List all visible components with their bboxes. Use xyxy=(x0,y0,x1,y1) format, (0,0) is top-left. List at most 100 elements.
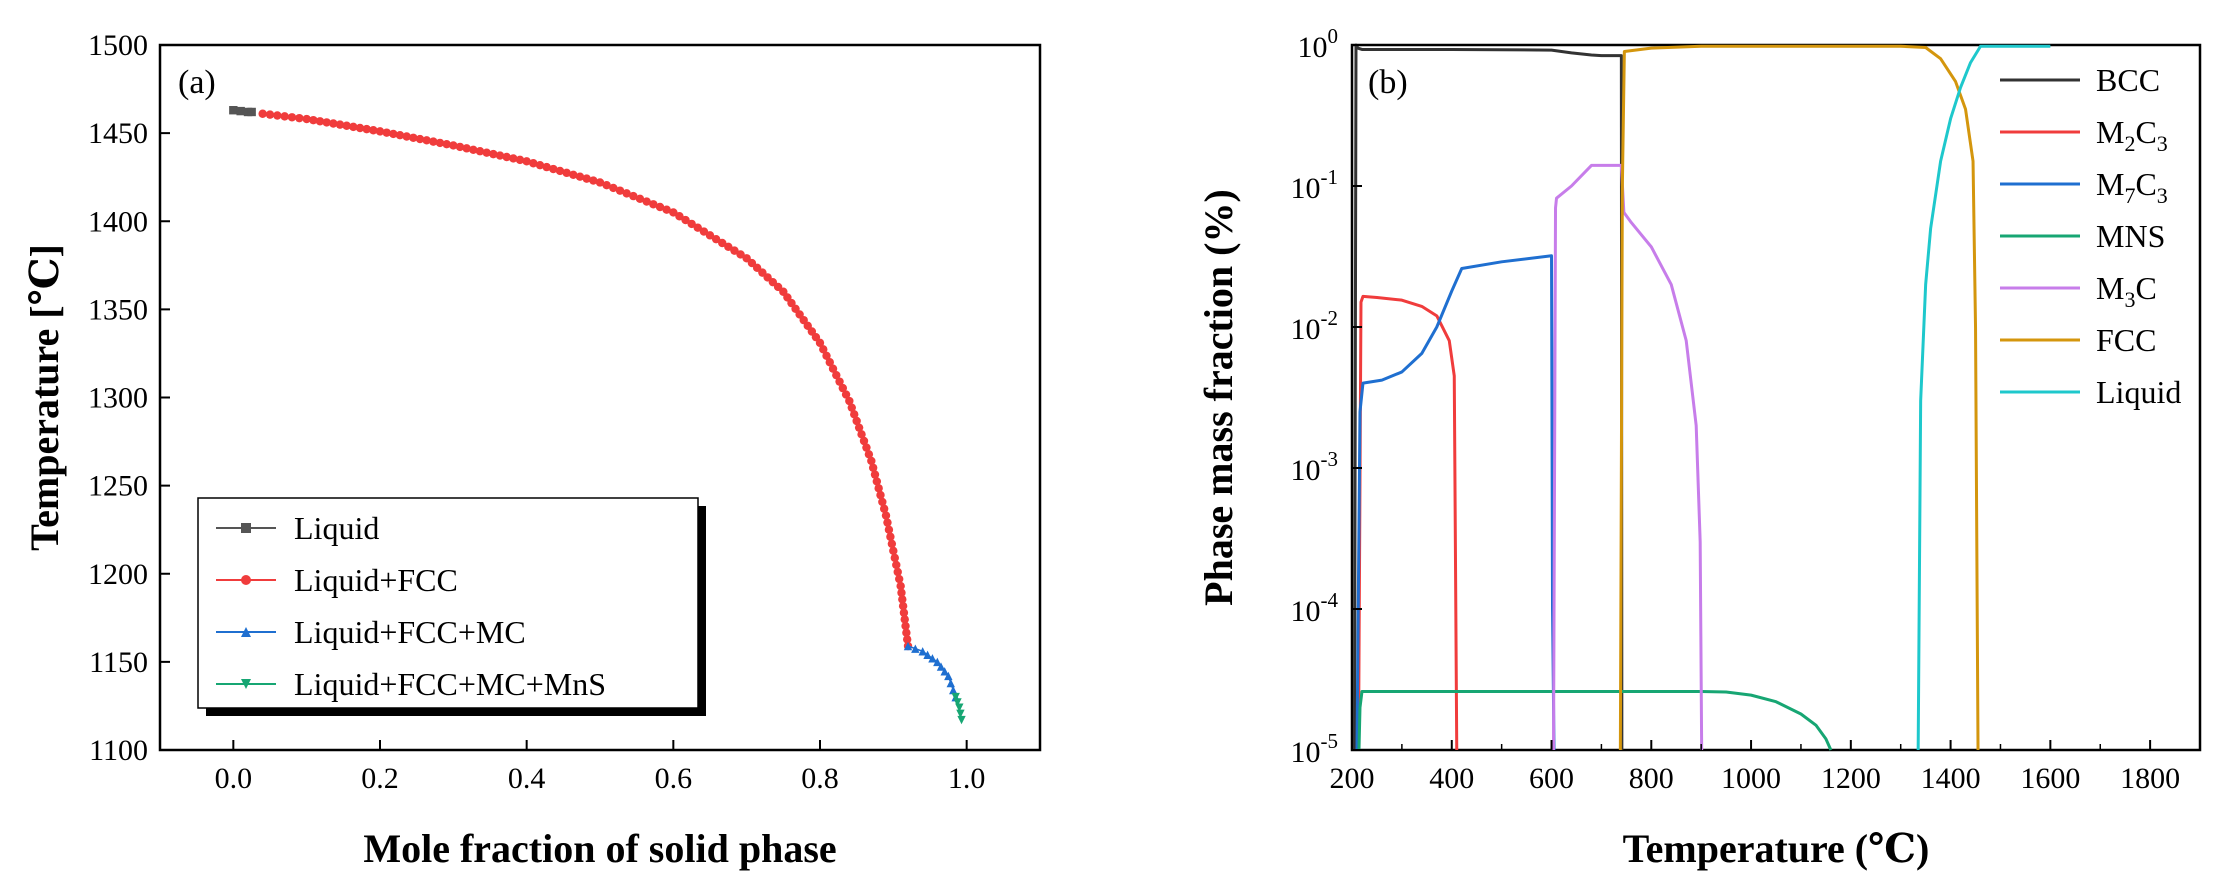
legend-main: FCC xyxy=(2096,322,2156,358)
y-tick-label-a: 1450 xyxy=(88,117,148,150)
legend-sub: 7 xyxy=(2124,183,2135,208)
y-tick-label-a: 1150 xyxy=(89,646,148,679)
legend-label-a: Liquid+FCC+MC+MnS xyxy=(294,666,606,702)
y-tick-base: 10 xyxy=(1291,313,1321,346)
x-tick-label-a: 0.6 xyxy=(655,762,693,795)
y-tick-label-a: 1300 xyxy=(88,382,148,415)
y-tick-label-a: 1100 xyxy=(89,734,148,767)
x-axis-title-a: Mole fraction of solid phase xyxy=(363,826,836,871)
x-tick-label-b: 200 xyxy=(1330,762,1375,795)
y-tick-label-b: 100 xyxy=(1298,24,1339,64)
series-line xyxy=(233,109,252,113)
y-tick-exp: -3 xyxy=(1321,447,1339,471)
legend-label-a: Liquid+FCC+MC xyxy=(294,614,526,650)
data-point xyxy=(241,679,251,689)
legend-box-a xyxy=(197,497,699,709)
y-tick-label-a: 1250 xyxy=(88,470,148,503)
y-tick-label-a: 1500 xyxy=(88,29,148,62)
panel-a: (a) 0.0 0.2 0.4 0.6 0.8 1.0 1100 1150 1200 1250 130… xyxy=(22,29,1042,871)
panel-label-a: (a) xyxy=(178,64,216,101)
x-tick-label-b: 1800 xyxy=(2120,762,2180,795)
legend-label-b: BCC xyxy=(2096,62,2160,98)
x-tick-label-b: 400 xyxy=(1429,762,1474,795)
y-tick-exp: -1 xyxy=(1321,165,1339,189)
y-tick-exp: -2 xyxy=(1321,306,1339,330)
legend-main: M xyxy=(2096,166,2124,202)
panel-label-b: (b) xyxy=(1368,64,1408,101)
x-tick-label-b: 600 xyxy=(1529,762,1574,795)
y-tick-base: 10 xyxy=(1291,595,1321,628)
series-b-bcc xyxy=(1352,43,1624,751)
series-b-m2c3 xyxy=(1356,294,1459,751)
series-a-liquid-fcc-mc xyxy=(903,641,960,702)
x-tick-label-b: 1200 xyxy=(1821,762,1881,795)
legend-main: MNS xyxy=(2096,218,2165,254)
legend-main: BCC xyxy=(2096,62,2160,98)
x-tick-label-b: 800 xyxy=(1629,762,1674,795)
y-tick-label-b: 10-2 xyxy=(1291,306,1339,346)
data-point xyxy=(241,523,251,533)
legend-after: C xyxy=(2135,114,2156,150)
series-b-fcc xyxy=(1618,44,1980,751)
legend-main: Liquid xyxy=(2096,374,2181,410)
legend-label-a: Liquid+FCC xyxy=(294,562,458,598)
x-tick-label-a: 0.2 xyxy=(361,762,399,795)
x-tick-label-b: 1000 xyxy=(1721,762,1781,795)
data-point xyxy=(258,109,267,118)
series-a-liquid-fcc-mc-mns xyxy=(951,692,966,725)
data-point xyxy=(241,627,251,637)
x-tick-label-b: 1400 xyxy=(1921,762,1981,795)
series-a-liquid-fcc xyxy=(258,109,913,651)
legend-sub: 2 xyxy=(2124,131,2135,156)
y-tick-exp: 0 xyxy=(1328,24,1339,48)
x-tick-label-a: 0.4 xyxy=(508,762,546,795)
x-tick-label-a: 0.8 xyxy=(801,762,839,795)
data-point xyxy=(241,575,251,585)
y-tick-base: 10 xyxy=(1291,736,1321,769)
y-tick-label-b: 10-1 xyxy=(1291,165,1339,205)
plot-frame-b xyxy=(1350,43,2202,752)
legend-main: M xyxy=(2096,270,2124,306)
series-b-m7c3 xyxy=(1355,254,1556,751)
y-tick-label-a: 1350 xyxy=(88,293,148,326)
y-tick-label-b: 10-3 xyxy=(1291,447,1339,487)
series-line xyxy=(262,112,909,647)
series-b-mns xyxy=(1357,689,1833,751)
y-axis-title-b: Phase mass fraction (%) xyxy=(1196,189,1241,606)
y-tick-label-a: 1200 xyxy=(88,558,148,591)
y-tick-label-b: 10-5 xyxy=(1291,729,1339,769)
legend-main: M xyxy=(2096,114,2124,150)
x-tick-label-a: 1.0 xyxy=(948,762,986,795)
legend-after: C xyxy=(2135,270,2156,306)
series-a-liquid xyxy=(229,106,256,117)
y-tick-label-a: 1400 xyxy=(88,205,148,238)
x-axis-title-b: Temperature (℃) xyxy=(1623,826,1930,871)
series-b-m3c xyxy=(1552,163,1704,751)
x-tick-label-a: 0.0 xyxy=(215,762,253,795)
legend-label-b: M3C xyxy=(2096,270,2157,312)
legend-sub2: 3 xyxy=(2157,131,2168,156)
y-tick-base: 10 xyxy=(1291,454,1321,487)
data-point xyxy=(229,106,238,115)
y-tick-base: 10 xyxy=(1291,172,1321,205)
legend-label-b: FCC xyxy=(2096,322,2156,358)
data-point xyxy=(951,692,960,702)
legend-label-b: M2C3 xyxy=(2096,114,2168,156)
legend-sub2: 3 xyxy=(2157,183,2168,208)
y-tick-exp: -4 xyxy=(1321,588,1339,612)
legend-label-a: Liquid xyxy=(294,510,379,546)
legend-sub: 3 xyxy=(2124,287,2135,312)
legend-label-b: M7C3 xyxy=(2096,166,2168,208)
legend-label-b: Liquid xyxy=(2096,374,2181,410)
y-tick-exp: -5 xyxy=(1321,729,1339,753)
y-tick-base: 10 xyxy=(1298,31,1328,64)
panel-b: (b)200 400 600 800 1000 1200 1400 1600 180010-51… xyxy=(1196,24,2202,871)
legend-after: C xyxy=(2135,166,2156,202)
series-b-liquid xyxy=(1916,44,2051,751)
legend-label-b: MNS xyxy=(2096,218,2165,254)
series-line xyxy=(907,645,957,698)
y-tick-label-b: 10-4 xyxy=(1291,588,1339,628)
y-axis-title-a: Temperature [℃] xyxy=(22,244,67,551)
series-line xyxy=(954,696,963,721)
